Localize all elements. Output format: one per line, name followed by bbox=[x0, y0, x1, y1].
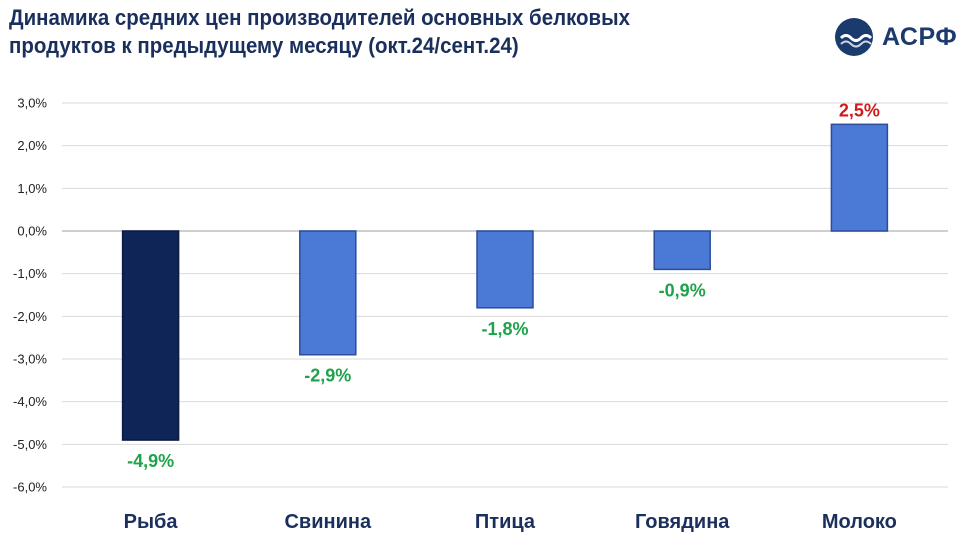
bar bbox=[653, 230, 711, 271]
y-tick-label: -5,0% bbox=[13, 437, 47, 452]
data-label: -1,8% bbox=[481, 319, 528, 339]
chart-title: Динамика средних цен производителей осно… bbox=[9, 5, 630, 58]
bar bbox=[121, 230, 180, 441]
bar bbox=[299, 230, 357, 356]
y-tick-label: 1,0% bbox=[17, 181, 47, 196]
data-label: -4,9% bbox=[127, 451, 174, 471]
y-tick-label: 0,0% bbox=[17, 224, 47, 239]
data-label: -2,9% bbox=[304, 366, 351, 386]
category-label: Говядина bbox=[635, 511, 730, 533]
y-tick-label: 3,0% bbox=[17, 96, 47, 111]
y-tick-label: -3,0% bbox=[13, 352, 47, 367]
category-label: Рыба bbox=[124, 511, 179, 533]
category-label: Птица bbox=[475, 511, 536, 533]
wave-circle-icon bbox=[835, 18, 873, 56]
logo-text: АСРФ bbox=[882, 22, 958, 51]
y-tick-label: -1,0% bbox=[13, 266, 47, 281]
y-tick-label: -4,0% bbox=[13, 394, 47, 409]
category-label: Молоко bbox=[822, 511, 897, 533]
bar bbox=[476, 230, 534, 309]
y-tick-label: 2,0% bbox=[17, 138, 47, 153]
logo: АСРФ bbox=[835, 17, 957, 57]
y-tick-label: -6,0% bbox=[13, 480, 47, 495]
category-label: Свинина bbox=[284, 511, 371, 533]
data-label: -0,9% bbox=[659, 280, 706, 300]
data-label: 2,5% bbox=[839, 100, 880, 120]
y-tick-label: -2,0% bbox=[13, 309, 47, 324]
bar bbox=[830, 123, 889, 232]
